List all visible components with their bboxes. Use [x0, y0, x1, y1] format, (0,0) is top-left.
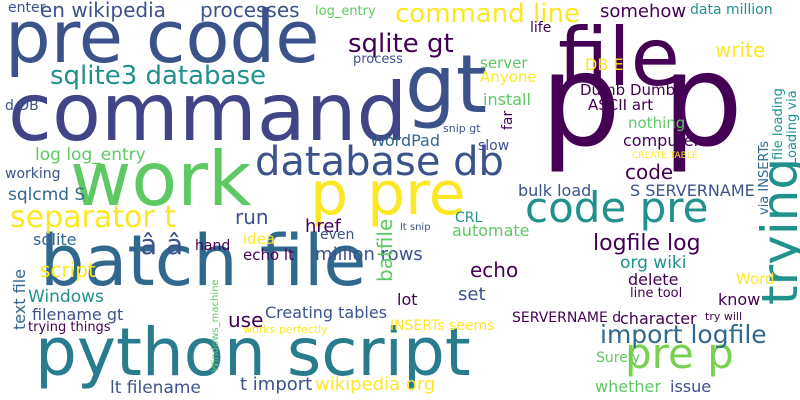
word: Loading via	[785, 90, 800, 165]
word: Windows_machine	[210, 279, 221, 372]
word: file	[558, 11, 680, 104]
word: character	[620, 309, 697, 328]
word: trying	[751, 158, 800, 305]
word: processes	[200, 0, 300, 22]
word: slow	[478, 138, 509, 154]
word: WordPad	[370, 131, 440, 150]
word: even	[320, 227, 354, 243]
word: INSERTs seems	[390, 318, 494, 334]
word: S SERVERNAME	[630, 181, 755, 200]
word: ASCII art	[588, 96, 653, 114]
word: p p	[540, 27, 743, 176]
word: million rows	[315, 244, 423, 265]
word: lt filename	[110, 378, 201, 398]
word: sqlite gt	[348, 29, 454, 59]
word: data million	[690, 2, 773, 18]
word: en wikipedia	[40, 0, 166, 22]
word: sqlite3 database	[50, 61, 266, 91]
word: install	[483, 90, 531, 109]
word: CRL	[455, 210, 483, 226]
word: gt	[405, 38, 487, 131]
word: â â	[140, 228, 183, 261]
word: run	[235, 205, 269, 229]
word: href	[305, 216, 341, 237]
word: far	[500, 110, 516, 130]
word: code	[625, 160, 673, 184]
word: try will	[705, 310, 742, 323]
word: database db	[255, 139, 504, 185]
word: sqlcmd S	[8, 185, 85, 205]
word: python script	[35, 314, 471, 391]
word: server	[480, 54, 528, 72]
word: command line	[395, 0, 580, 29]
word: know	[718, 290, 760, 309]
word: somehow	[600, 1, 686, 22]
word: d DB	[5, 98, 39, 114]
word: text file	[10, 269, 29, 330]
word: via INSERTs	[757, 141, 772, 215]
word: issue	[670, 377, 711, 396]
word: computer	[623, 131, 701, 150]
word: Word	[736, 270, 775, 288]
word: echo	[470, 258, 518, 282]
word: Dumb Dumb	[580, 81, 675, 99]
word: log log_entry	[35, 145, 146, 165]
word: Surely	[596, 350, 640, 366]
word: Creating tables	[265, 303, 387, 322]
word: pre p	[625, 329, 734, 378]
word: snip gt	[443, 122, 481, 135]
word: batch file	[40, 220, 366, 302]
word: filename gt	[32, 305, 123, 324]
word: log_entry	[315, 4, 376, 19]
word: batfile	[373, 219, 397, 282]
word: logfile log	[593, 231, 701, 256]
word: separator t	[10, 200, 176, 235]
word: lt snip	[400, 222, 431, 233]
word: pre code	[5, 0, 320, 79]
word: set	[458, 284, 486, 305]
word: import logfile	[600, 320, 767, 349]
word: wikipedia org	[315, 374, 435, 395]
word: write	[715, 38, 765, 62]
word: echo lt	[243, 246, 294, 264]
word: org wiki	[620, 253, 686, 273]
word: DB E	[585, 55, 624, 74]
word: p pre	[310, 159, 466, 229]
word: automate	[452, 221, 530, 240]
word: whether	[595, 377, 661, 396]
word: line tool	[630, 286, 682, 301]
word: code pre	[525, 183, 708, 232]
word: lot	[397, 290, 418, 309]
word: work	[70, 135, 252, 223]
word: Anyone	[480, 68, 537, 86]
word: hand	[195, 238, 230, 254]
word: working	[5, 166, 61, 182]
word: nothing	[628, 114, 685, 132]
word: delete	[628, 270, 678, 289]
word: bulk load	[518, 181, 591, 200]
word: idea	[243, 230, 275, 248]
word: trying things	[28, 320, 111, 335]
word: enter	[8, 0, 46, 16]
word: sqlite	[33, 230, 77, 249]
word: Windows	[28, 287, 104, 307]
word: file loading	[771, 88, 786, 160]
word: command	[8, 66, 407, 159]
word: CREATE TABLE	[632, 151, 698, 161]
word: use	[228, 308, 263, 332]
word: SERVERNAME d	[512, 310, 621, 326]
word: life	[530, 20, 551, 36]
word: t import	[240, 374, 312, 395]
word: process	[353, 52, 403, 67]
word: works perfectly	[243, 323, 328, 336]
word: script	[40, 258, 96, 282]
